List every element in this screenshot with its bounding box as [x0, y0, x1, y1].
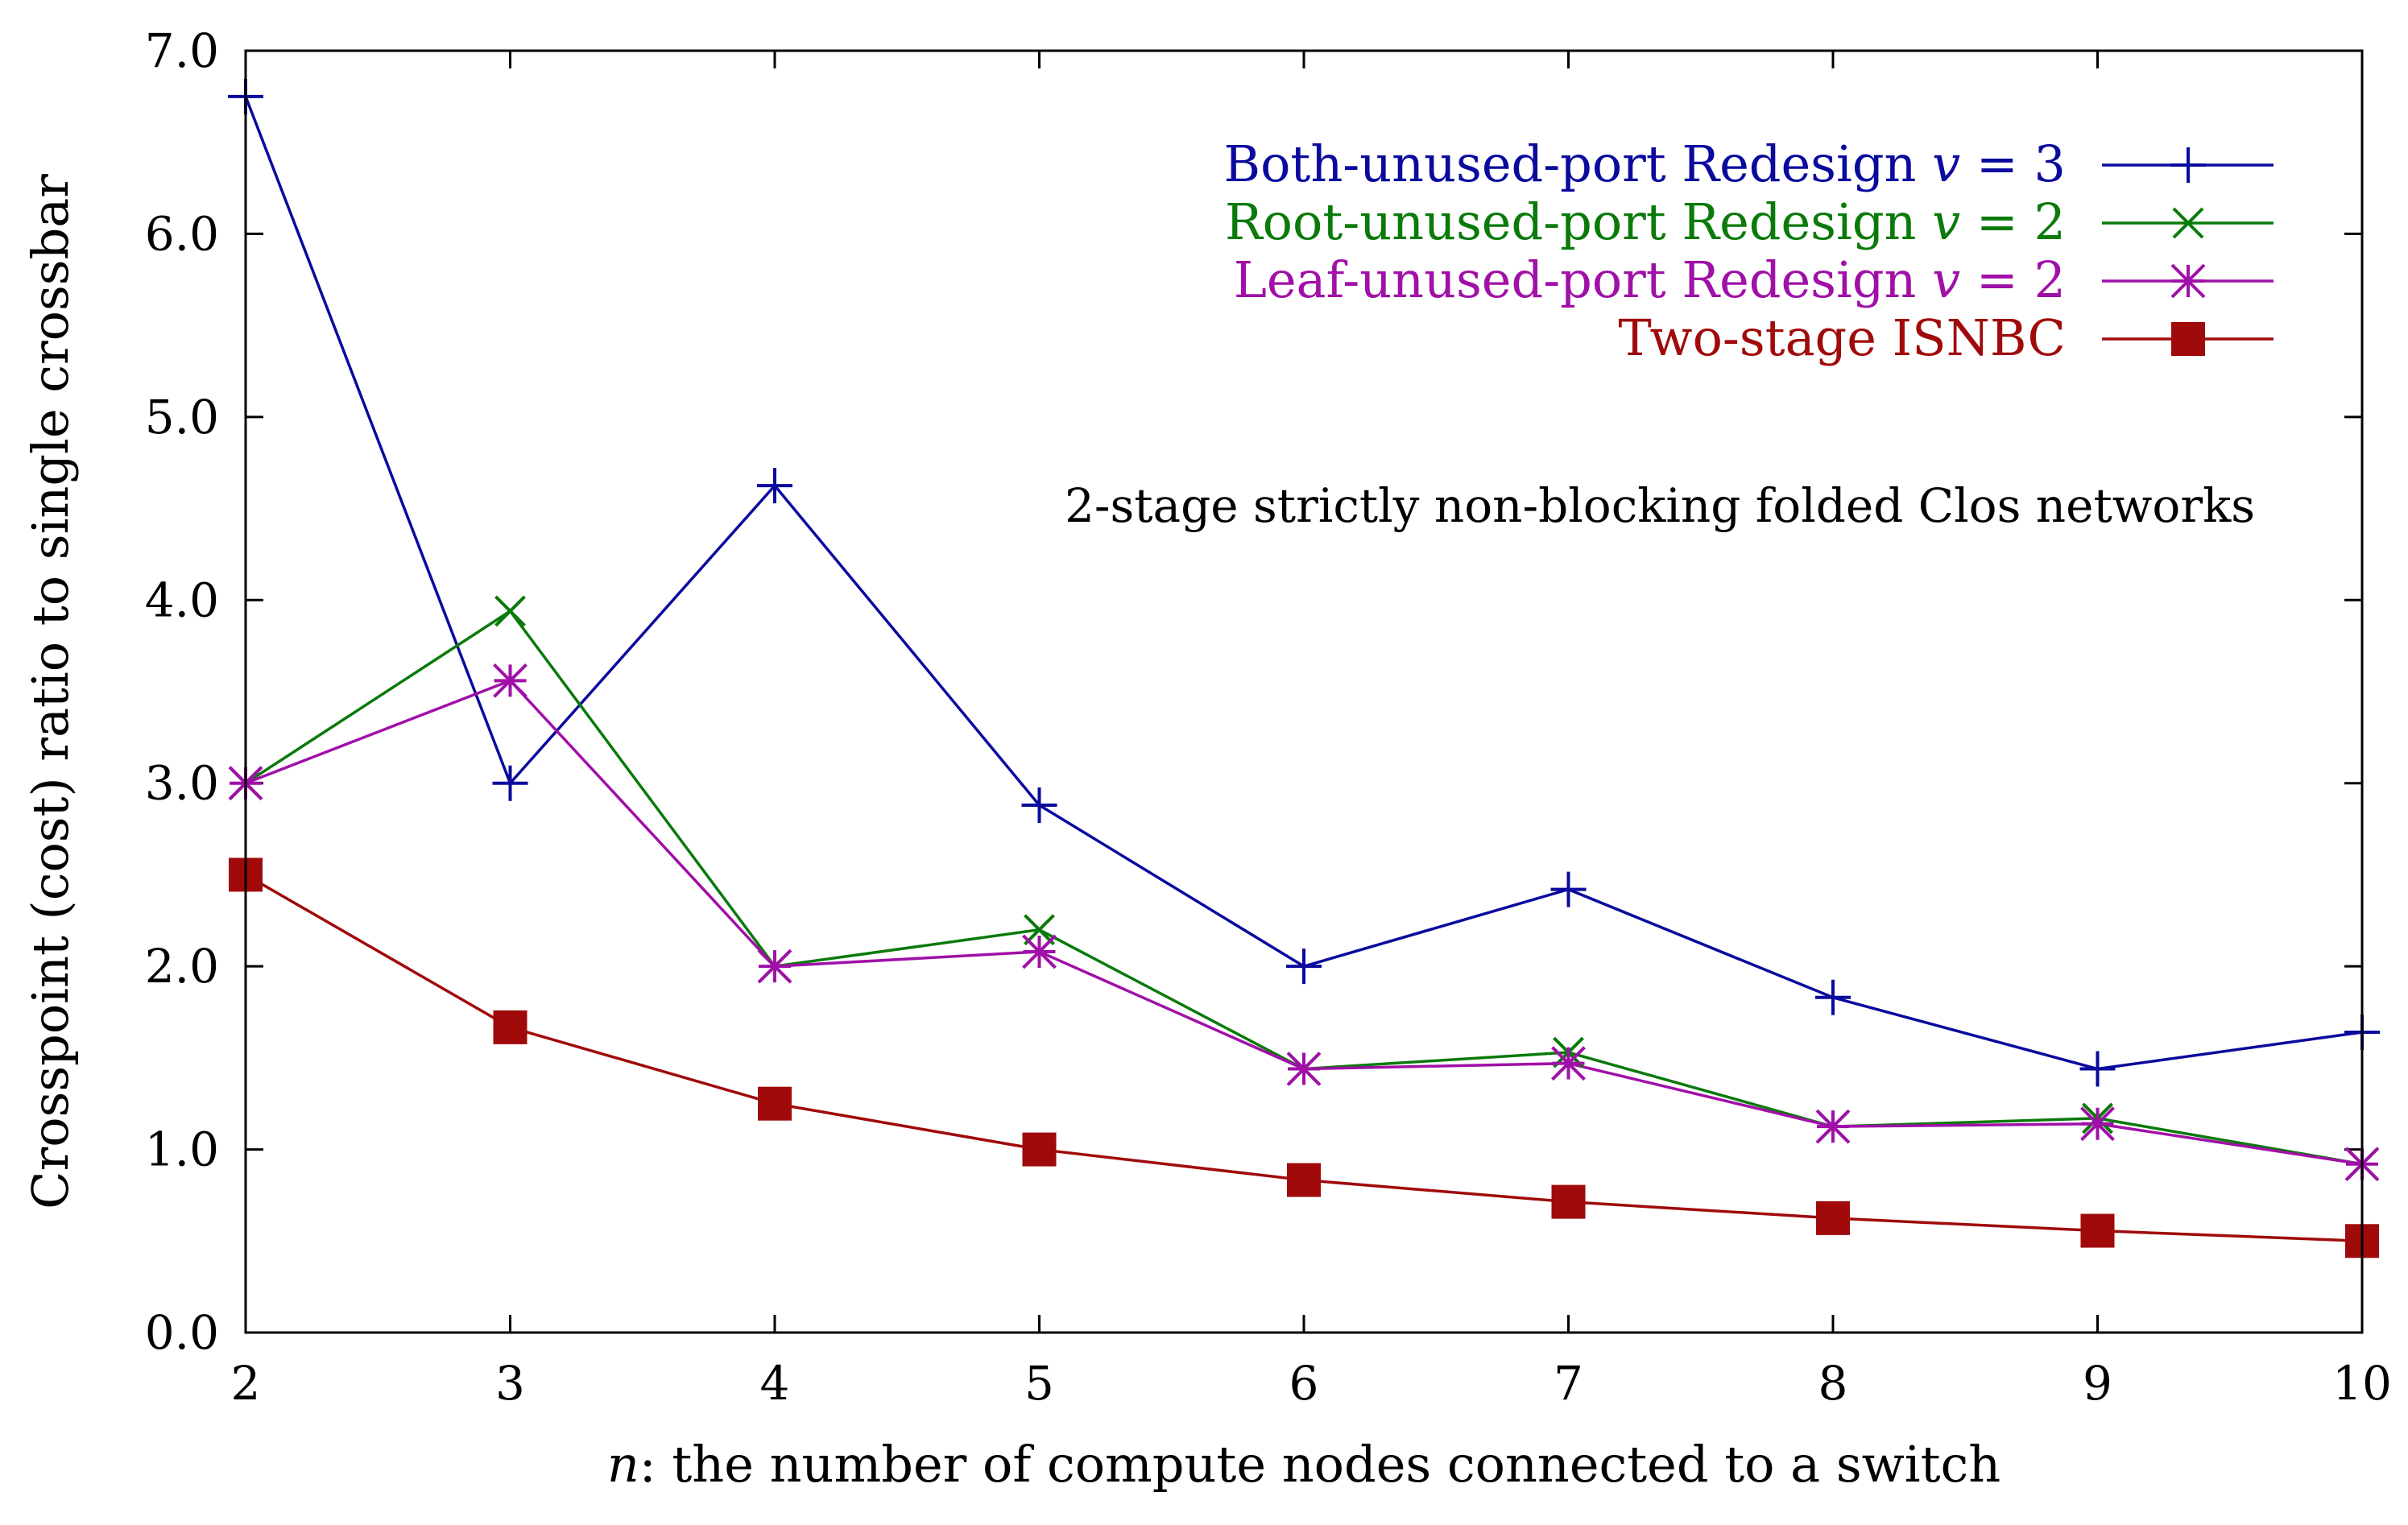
- series-1-point-5: [1024, 914, 1055, 946]
- legend-series-variable: v: [1932, 134, 1960, 193]
- y-axis-label: Crosspoint (cost) ratio to single crossb…: [21, 174, 80, 1209]
- series-2-point-9: [2080, 1106, 2115, 1142]
- legend: Both-unused-port Redesign v = 3Root-unus…: [1224, 134, 2274, 367]
- series-2-point-8: [1815, 1109, 1851, 1144]
- legend-label-3: Two-stage ISNBC: [1618, 308, 2066, 367]
- series-0-point-8: [1815, 979, 1851, 1015]
- series-0-point-5: [1021, 787, 1057, 824]
- series-2-point-5: [1022, 934, 1057, 969]
- series-0-point-6: [1286, 948, 1322, 985]
- chart-annotation: 2-stage strictly non-blocking folded Clo…: [1065, 478, 2255, 533]
- series-2-point-4: [757, 948, 792, 984]
- x-tick-label: 10: [2332, 1356, 2392, 1411]
- series-3-point-4: [758, 1086, 792, 1121]
- x-tick-label: 2: [231, 1356, 261, 1411]
- x-tick-label: 5: [1024, 1356, 1054, 1411]
- y-tick-label: 4.0: [145, 572, 219, 627]
- legend-marker-0: [2170, 147, 2206, 183]
- series-2-point-7: [1551, 1046, 1586, 1081]
- series-1-point-3: [494, 595, 526, 627]
- series-0-point-9: [2079, 1051, 2116, 1087]
- x-tick-label: 7: [1554, 1356, 1583, 1411]
- legend-series-name: Leaf-unused-port Redesign: [1234, 250, 1932, 309]
- y-tick-label: 2.0: [145, 939, 219, 994]
- y-tick-label: 0.0: [145, 1305, 219, 1360]
- series-0-point-4: [757, 468, 792, 504]
- y-tick-labels: 0.0 1.0 2.0 3.0 4.0 5.0 6.0 7.0: [145, 23, 219, 1360]
- x-tick-label: 3: [495, 1356, 525, 1411]
- legend-series-value: = 3: [1960, 134, 2066, 193]
- legend-series-value: = 2: [1960, 192, 2066, 251]
- legend-series-name: Both-unused-port Redesign: [1224, 134, 1933, 193]
- legend-marker-2: [2170, 263, 2206, 299]
- y-tick-label: 3.0: [145, 756, 219, 811]
- x-tick-label: 6: [1289, 1356, 1319, 1411]
- x-axis-label-variable: n: [607, 1435, 639, 1494]
- legend-label-1: Root-unused-port Redesign v = 2: [1225, 192, 2066, 251]
- series-3-point-5: [1022, 1132, 1057, 1167]
- x-axis-label: n: the number of compute nodes connected…: [607, 1435, 2000, 1494]
- series-2-point-3: [493, 663, 528, 698]
- series-3-point-8: [1816, 1201, 1850, 1235]
- series-3-point-9: [2080, 1213, 2115, 1248]
- x-tick-labels: 2 3 4 5 6 7 8 9 10: [231, 1356, 2392, 1411]
- plot-frame: [244, 49, 2364, 1334]
- legend-series-name: Root-unused-port Redesign: [1225, 192, 1932, 251]
- x-tick-label: 9: [2083, 1356, 2112, 1411]
- x-tick-label: 4: [760, 1356, 790, 1411]
- series-0-point-3: [492, 765, 528, 801]
- legend-series-name: Two-stage ISNBC: [1618, 308, 2066, 367]
- x-tick-label: 8: [1818, 1356, 1848, 1411]
- legend-series-value: = 2: [1960, 250, 2066, 309]
- series-0-point-7: [1550, 871, 1587, 907]
- y-tick-label: 5.0: [145, 390, 219, 444]
- y-tick-label: 6.0: [145, 206, 219, 261]
- x-axis-label-text: : the number of compute nodes connected …: [639, 1435, 2000, 1494]
- legend-series-variable: v: [1932, 250, 1960, 309]
- series-3-point-7: [1551, 1184, 1586, 1219]
- series-3-point-3: [493, 1010, 528, 1044]
- legend-label-2: Leaf-unused-port Redesign v = 2: [1234, 250, 2066, 309]
- y-tick-label: 7.0: [145, 23, 219, 78]
- legend-label-0: Both-unused-port Redesign v = 3: [1224, 134, 2066, 193]
- legend-marker-1: [2172, 207, 2204, 239]
- legend-series-variable: v: [1932, 192, 1960, 251]
- series-2-point-6: [1286, 1052, 1322, 1086]
- legend-marker-3: [2171, 322, 2205, 356]
- y-tick-label: 1.0: [145, 1122, 219, 1177]
- series-3-point-6: [1287, 1163, 1321, 1197]
- series-markers: [228, 78, 2380, 1258]
